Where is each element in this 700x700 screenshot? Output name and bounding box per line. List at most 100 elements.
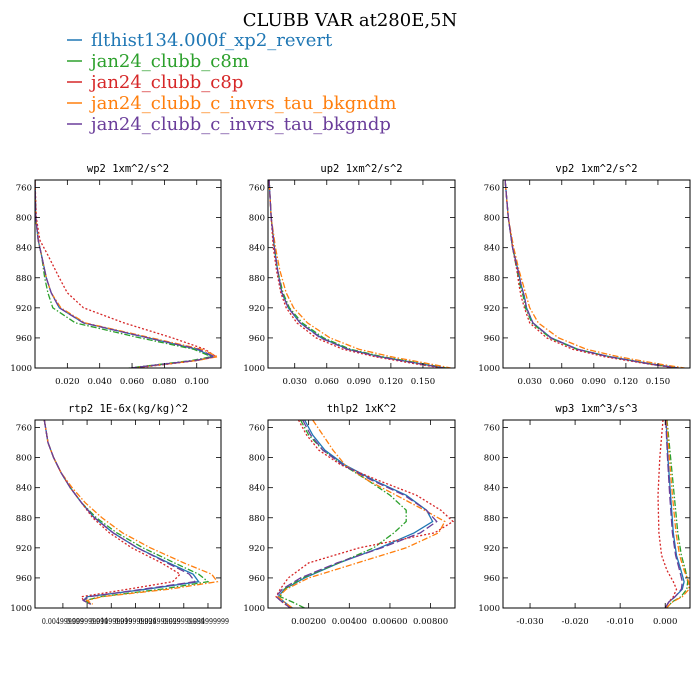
y-tick-label: 960 <box>16 334 32 344</box>
y-tick-label: 1000 <box>243 364 265 374</box>
series-line <box>35 180 217 368</box>
y-tick-label: 1000 <box>10 604 32 614</box>
x-tick-label: 0.034999999 <box>187 617 229 627</box>
x-tick-label: 0.060 <box>315 377 339 387</box>
y-tick-label: 920 <box>249 304 265 314</box>
panel-frame <box>34 179 222 369</box>
x-tick-label: 0.040 <box>88 377 112 387</box>
x-tick-label: 0.009999999 <box>66 617 108 627</box>
x-tick-label: 0.00200 <box>291 617 326 627</box>
y-tick-label: 800 <box>16 214 32 224</box>
panel: rtp2 1E-6x(kg/kg)^2 760 800 840 880 920 960 100… <box>10 403 229 627</box>
x-tick-label: 0.060 <box>120 377 144 387</box>
x-tick-label: 0.120 <box>614 377 638 387</box>
y-tick-label: 1000 <box>478 604 500 614</box>
legend-label: jan24_clubb_c_invrs_tau_bkgndp <box>89 114 391 135</box>
y-tick-label: 880 <box>484 514 500 524</box>
series-line <box>35 180 214 368</box>
series-line <box>268 180 447 368</box>
x-tick-label: 0.120 <box>379 377 403 387</box>
series-line <box>268 180 445 368</box>
panel: wp2 1xm^2/s^2 760 800 840 880 920 960 1000 0.020… <box>10 163 222 387</box>
panel: thlp2 1xK^2 760 800 840 880 920 960 1000 0.00200… <box>243 403 456 627</box>
panel-title: vp2 1xm^2/s^2 <box>555 163 637 175</box>
series-line <box>504 180 679 368</box>
y-tick-label: 960 <box>484 334 500 344</box>
x-tick-label: 0.060 <box>550 377 574 387</box>
legend-label: jan24_clubb_c8m <box>89 51 249 72</box>
series-line <box>268 180 451 368</box>
legend-label: jan24_clubb_c_invrs_tau_bkgndm <box>89 93 396 114</box>
y-tick-label: 880 <box>249 514 265 524</box>
x-tick-label: 0.150 <box>646 377 670 387</box>
panel-frame <box>34 419 222 609</box>
y-tick-label: 800 <box>16 454 32 464</box>
y-tick-label: 960 <box>484 574 500 584</box>
series-line <box>275 420 455 608</box>
x-tick-label: 0.030 <box>518 377 542 387</box>
series-line <box>35 180 218 368</box>
y-tick-label: 800 <box>484 214 500 224</box>
x-tick-label: 0.150 <box>411 377 435 387</box>
y-tick-label: 1000 <box>243 604 265 614</box>
series-line <box>665 420 690 608</box>
panel-title: wp3 1xm^3/s^3 <box>555 403 637 415</box>
x-tick-label: 0.029999999 <box>163 617 205 627</box>
x-tick-label: 0.100 <box>185 377 209 387</box>
y-tick-label: 920 <box>484 544 500 554</box>
series-line <box>275 420 438 608</box>
y-tick-label: 960 <box>249 574 265 584</box>
y-tick-label: 760 <box>484 184 500 194</box>
y-tick-label: 840 <box>484 484 500 494</box>
series-line <box>43 420 197 605</box>
legend-label: flthist134.000f_xp2_revert <box>91 30 333 51</box>
series-line <box>664 420 683 608</box>
y-tick-label: 760 <box>484 424 500 434</box>
legend: flthist134.000f_xp2_revertjan24_clubb_c8… <box>67 30 396 135</box>
panel: wp3 1xm^3/s^3 760 800 840 880 920 960 1000 -0.03… <box>478 403 691 627</box>
y-tick-label: 840 <box>249 244 265 254</box>
x-tick-label: 0.080 <box>152 377 176 387</box>
y-tick-label: 840 <box>484 244 500 254</box>
series-line <box>277 420 446 608</box>
x-tick-label: 0.004999999 <box>42 617 84 627</box>
y-tick-label: 1000 <box>10 364 32 374</box>
y-tick-label: 920 <box>249 544 265 554</box>
series-line <box>43 420 210 605</box>
x-tick-label: -0.020 <box>561 617 588 627</box>
x-tick-label: 0.090 <box>582 377 606 387</box>
y-tick-label: 880 <box>249 274 265 284</box>
x-tick-label: 0.030 <box>283 377 307 387</box>
x-tick-label: 0.019999999 <box>114 617 156 627</box>
series-line <box>268 180 443 368</box>
x-tick-label: 0.00800 <box>413 617 448 627</box>
x-tick-label: 0.00400 <box>332 617 367 627</box>
y-tick-label: 880 <box>16 514 32 524</box>
series-line <box>504 180 685 368</box>
x-tick-label: -0.030 <box>516 617 543 627</box>
series-line <box>35 180 220 368</box>
panel-frame <box>502 179 691 369</box>
y-tick-label: 920 <box>484 304 500 314</box>
panel-frame <box>267 179 456 369</box>
y-tick-label: 800 <box>249 454 265 464</box>
panel-frame <box>502 419 691 609</box>
y-tick-label: 800 <box>249 214 265 224</box>
y-tick-label: 960 <box>249 334 265 344</box>
panel-title: rtp2 1E-6x(kg/kg)^2 <box>68 403 188 415</box>
legend-label: jan24_clubb_c8p <box>89 72 243 93</box>
y-tick-label: 760 <box>16 184 32 194</box>
series-line <box>43 420 200 605</box>
series-line <box>279 420 407 608</box>
y-tick-label: 760 <box>249 184 265 194</box>
y-tick-label: 800 <box>484 454 500 464</box>
series-line <box>277 420 434 608</box>
figure-title: CLUBB VAR at280E,5N <box>243 10 458 31</box>
y-tick-label: 1000 <box>478 364 500 374</box>
x-tick-label: 0.020 <box>55 377 79 387</box>
y-tick-label: 920 <box>16 544 32 554</box>
x-tick-label: 0.00600 <box>372 617 407 627</box>
y-tick-label: 880 <box>16 274 32 284</box>
series-line <box>504 180 679 368</box>
